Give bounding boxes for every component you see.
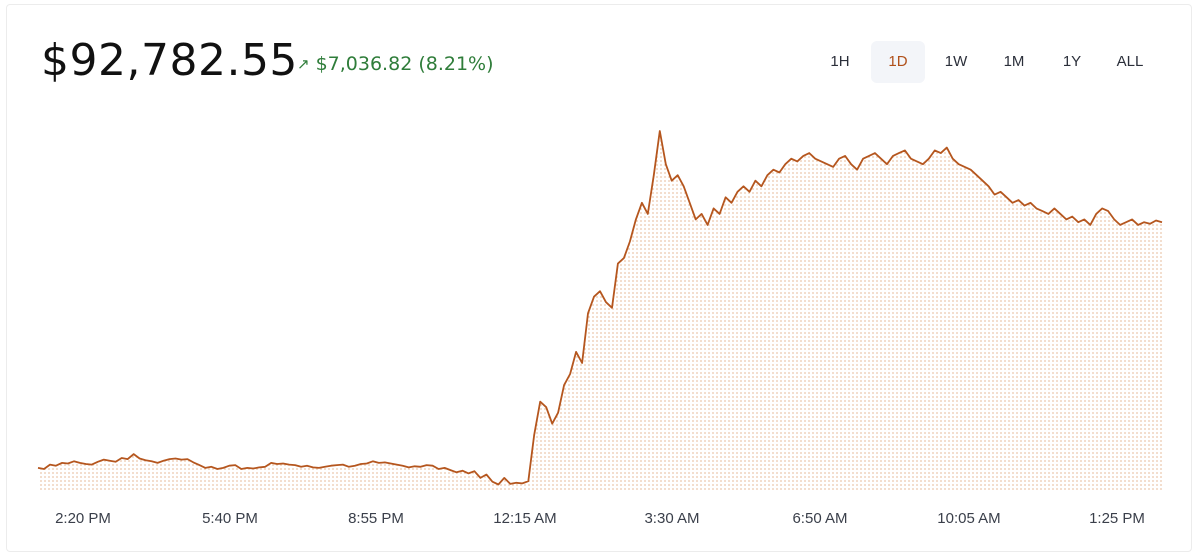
range-button-1w[interactable]: 1W — [944, 53, 968, 70]
price-line — [37, 130, 1163, 486]
x-tick-label: 8:55 PM — [348, 510, 404, 527]
trend-up-arrow-icon: ↗ — [297, 55, 310, 73]
x-tick-label: 3:30 AM — [644, 510, 699, 527]
x-tick-label: 5:40 PM — [202, 510, 258, 527]
x-tick-label: 10:05 AM — [937, 510, 1000, 527]
range-button-1m[interactable]: 1M — [1003, 53, 1025, 70]
time-range-selector: 1H 1D 1W 1M 1Y ALL — [813, 41, 1157, 83]
x-tick-label: 1:25 PM — [1089, 510, 1145, 527]
x-tick-label: 2:20 PM — [55, 510, 111, 527]
price-change: ↗ $7,036.82 (8.21%) — [297, 53, 494, 75]
area-fill — [38, 131, 1162, 490]
x-tick-label: 12:15 AM — [493, 510, 556, 527]
range-button-1y[interactable]: 1Y — [1062, 53, 1082, 70]
x-tick-label: 6:50 AM — [792, 510, 847, 527]
range-button-all[interactable]: ALL — [1116, 53, 1144, 70]
current-price: $92,782.55 — [41, 35, 298, 86]
range-button-1d[interactable]: 1D — [871, 41, 925, 83]
range-button-1h[interactable]: 1H — [830, 53, 850, 70]
price-change-value: $7,036.82 (8.21%) — [315, 53, 494, 75]
x-axis-ticks: 2:20 PM 5:40 PM 8:55 PM 12:15 AM 3:30 AM 6:50… — [55, 510, 1145, 527]
